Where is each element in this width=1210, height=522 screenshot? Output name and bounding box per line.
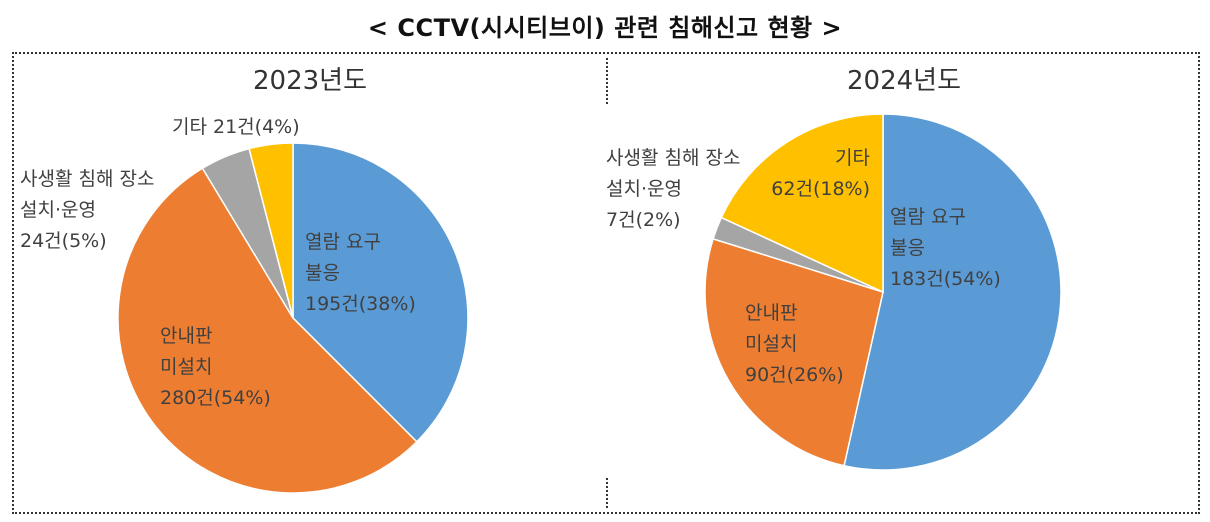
slice-label-line-1-3-1: 62건(18%) [771,178,870,200]
pie-slice-0-3 [248,142,294,319]
slice-label-line-0-2-1: 설치·운영 [20,199,96,221]
slice-label-line-0-0-1: 불응 [305,262,340,284]
slice-label-line-0-0-0: 열람 요구 [305,231,381,253]
slice-label-line-1-1-1: 미설치 [745,333,797,355]
slice-label-line-0-1-2: 280건(54%) [160,387,271,409]
slice-label-line-0-0-2: 195건(38%) [305,293,416,315]
pie-slice-1-1 [704,237,884,467]
slice-label-line-0-1-0: 안내판 [160,325,212,347]
slice-label-line-1-0-0: 열람 요구 [890,206,966,228]
chart-title-2023: 2023년도 [253,66,367,96]
slice-label-line-1-2-2: 7건(2%) [606,209,681,231]
slice-label-line-1-2-1: 설치·운영 [606,178,682,200]
pie-slice-1-3 [720,113,884,294]
chart-frame [12,52,1200,514]
slice-label-line-1-3-0: 기타 [835,147,870,169]
slice-label-line-1-1-2: 90건(26%) [745,364,844,386]
pie-slice-1-0 [843,113,1062,471]
slice-label-line-1-0-1: 불응 [890,237,925,259]
slice-label-line-0-1-1: 미설치 [160,356,212,378]
slice-label-line-0-2-2: 24건(5%) [20,230,107,252]
chart-title-2024: 2024년도 [847,66,961,96]
slice-label-1-3: 기타 62건(18%) [771,147,870,200]
pie-slice-0-1 [117,167,418,494]
slice-label-line-1-1-0: 안내판 [745,302,797,324]
slice-label-line-0-2-0: 사생활 침해 장소 [20,168,154,190]
main-title: < CCTV(시시티브이) 관련 침해신고 현황 > [367,14,843,42]
pie-slice-0-0 [292,142,469,443]
slice-label-line-0-3-0: 기타 21건(4%) [172,116,300,138]
slice-label-line-1-2-0: 사생활 침해 장소 [606,147,740,169]
slice-label-line-1-0-2: 183건(54%) [890,268,1001,290]
slice-label-0-3: 기타 21건(4%) [172,116,300,138]
